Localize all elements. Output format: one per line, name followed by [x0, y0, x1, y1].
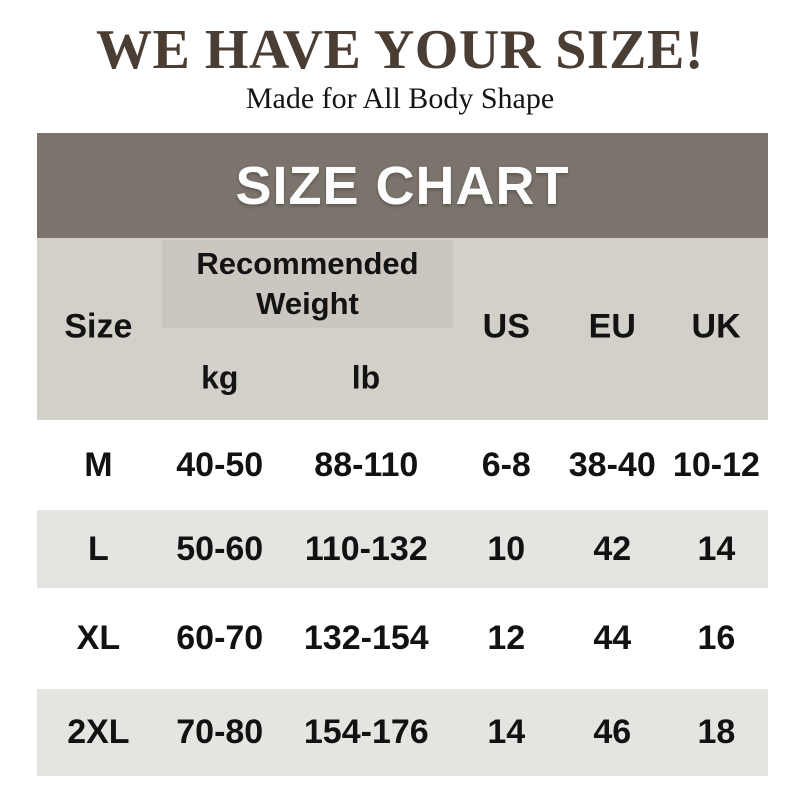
column-header-eu: EU — [588, 307, 636, 346]
page-subtitle: Made for All Body Shape — [245, 82, 555, 115]
size-chart-banner: SIZE CHART — [37, 133, 768, 238]
cell-lb: 154-176 — [303, 713, 429, 751]
cell-size: 2XL — [67, 713, 130, 751]
cell-kg: 50-60 — [176, 529, 264, 568]
cell-kg: 70-80 — [176, 713, 264, 751]
column-header-uk: UK — [691, 307, 741, 346]
cell-size: XL — [76, 619, 121, 657]
column-header-kg: kg — [201, 359, 239, 396]
cell-us: 6-8 — [481, 445, 531, 484]
cell-us: 10 — [487, 529, 526, 568]
cell-uk: 14 — [697, 529, 736, 568]
cell-size: L — [88, 529, 109, 568]
column-header-size: Size — [64, 307, 133, 346]
cell-us: 14 — [487, 713, 526, 751]
cell-eu: 38-40 — [568, 445, 656, 484]
cell-kg: 40-50 — [176, 445, 264, 484]
column-header-lb: lb — [351, 359, 381, 396]
cell-uk: 10-12 — [672, 445, 760, 484]
cell-lb: 110-132 — [304, 529, 428, 568]
table-header: Recommended Weight Size US EU UK kg lb — [37, 238, 768, 420]
recommended-weight-header: Recommended Weight — [162, 240, 453, 328]
table-row: M 40-50 88-110 6-8 38-40 10-12 — [37, 420, 768, 510]
cell-eu: 42 — [593, 529, 632, 568]
cell-kg: 60-70 — [176, 619, 264, 657]
size-chart: SIZE CHART Recommended Weight Size US EU… — [37, 133, 768, 776]
cell-uk: 16 — [697, 619, 736, 657]
cell-uk: 18 — [697, 713, 736, 751]
cell-size: M — [84, 445, 113, 484]
page-title: WE HAVE YOUR SIZE! — [95, 19, 705, 81]
cell-lb: 88-110 — [314, 445, 419, 484]
column-header-us: US — [482, 307, 530, 346]
table-row: XL 60-70 132-154 12 44 16 — [37, 588, 768, 689]
table-row: L 50-60 110-132 10 42 14 — [37, 510, 768, 588]
table-row: 2XL 70-80 154-176 14 46 18 — [37, 689, 768, 776]
cell-eu: 46 — [593, 713, 632, 751]
cell-eu: 44 — [593, 619, 632, 657]
cell-us: 12 — [487, 619, 526, 657]
cell-lb: 132-154 — [303, 619, 429, 657]
